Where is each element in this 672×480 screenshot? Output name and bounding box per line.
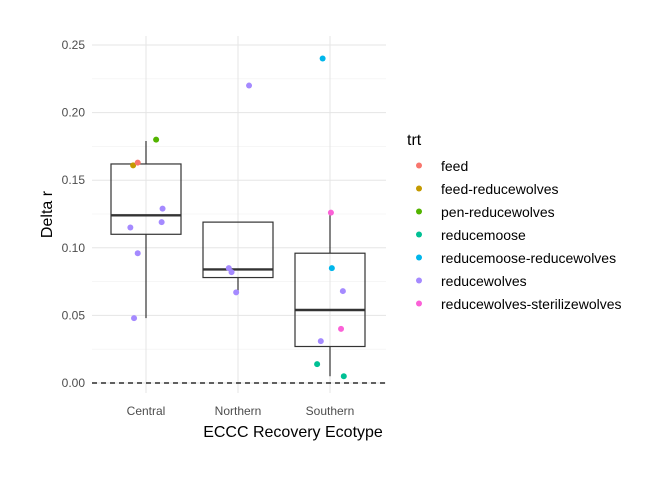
legend-title: trt: [407, 132, 422, 149]
y-tick-label: 0.25: [62, 38, 86, 52]
legend-key-reducemoose-reducewolves: [416, 254, 422, 261]
x-axis-title: ECCC Recovery Ecotype: [203, 424, 383, 441]
x-tick-label: Northern: [215, 404, 262, 418]
legend-label-feed: feed: [441, 158, 468, 174]
legend-label-reducemoose: reducemoose: [441, 227, 526, 243]
y-tick-label: 0.05: [62, 308, 86, 322]
legend-key-pen-reducewolves: [416, 208, 422, 215]
interquartile-box: [202, 221, 274, 279]
interquartile-box: [294, 252, 366, 348]
data-point-reducewolves: [158, 219, 165, 226]
y-tick-label: 0.20: [62, 106, 86, 120]
y-tick-label: 0.15: [62, 173, 86, 187]
boxplot-layer: [110, 140, 366, 377]
data-point-reducewolves-sterilizewolves: [327, 209, 334, 216]
legend-label-reducewolves: reducewolves: [441, 273, 527, 289]
data-point-reducewolves: [228, 269, 235, 276]
box-northern: [202, 221, 274, 293]
data-point-reducewolves: [131, 315, 138, 322]
data-point-reducemoose: [314, 361, 321, 368]
data-point-reducewolves: [159, 205, 166, 212]
legend-label-feed-reducewolves: feed-reducewolves: [441, 181, 559, 197]
box-central: [110, 140, 182, 319]
data-point-reducemoose-reducewolves: [328, 265, 335, 272]
interquartile-box: [110, 163, 182, 235]
legend: trt feed feed-reducewolves pen-reducewolve…: [407, 132, 622, 312]
y-axis-title: Delta r: [39, 190, 56, 238]
data-point-reducewolves-sterilizewolves: [338, 325, 345, 332]
y-tick-label: 0.10: [62, 241, 86, 255]
legend-key-feed: [416, 162, 422, 169]
data-point-pen-reducewolves: [153, 136, 160, 143]
x-tick-label: Southern: [306, 404, 355, 418]
data-point-reducewolves: [134, 250, 141, 257]
legend-label-pen-reducewolves: pen-reducewolves: [441, 204, 555, 220]
legend-key-feed-reducewolves: [416, 185, 422, 192]
data-point-reducewolves: [339, 288, 346, 295]
y-tick-label: 0.00: [62, 376, 86, 390]
data-point-feed-reducewolves: [130, 162, 137, 169]
legend-key-reducemoose: [416, 231, 422, 238]
legend-label-reducemoose-reducewolves: reducemoose-reducewolves: [441, 250, 616, 266]
box-southern: [294, 212, 366, 377]
data-point-reducewolves: [127, 224, 134, 231]
axis-labels-layer: 0.00 0.05 0.10 0.15 0.20 0.25 Central Northern S…: [62, 38, 355, 418]
data-point-reducemoose: [340, 373, 347, 380]
data-point-feed: [134, 159, 141, 166]
legend-key-reducewolves: [416, 277, 422, 284]
data-point-reducemoose-reducewolves: [319, 55, 326, 62]
legend-key-reducewolves-sterilizewolves: [416, 300, 422, 307]
data-point-reducewolves: [246, 82, 253, 89]
data-point-reducewolves: [233, 289, 240, 296]
points-layer: [127, 55, 347, 380]
data-point-reducewolves: [317, 338, 324, 345]
x-tick-label: Central: [127, 404, 166, 418]
legend-label-reducewolves-sterilizewolves: reducewolves-sterilizewolves: [441, 296, 622, 312]
